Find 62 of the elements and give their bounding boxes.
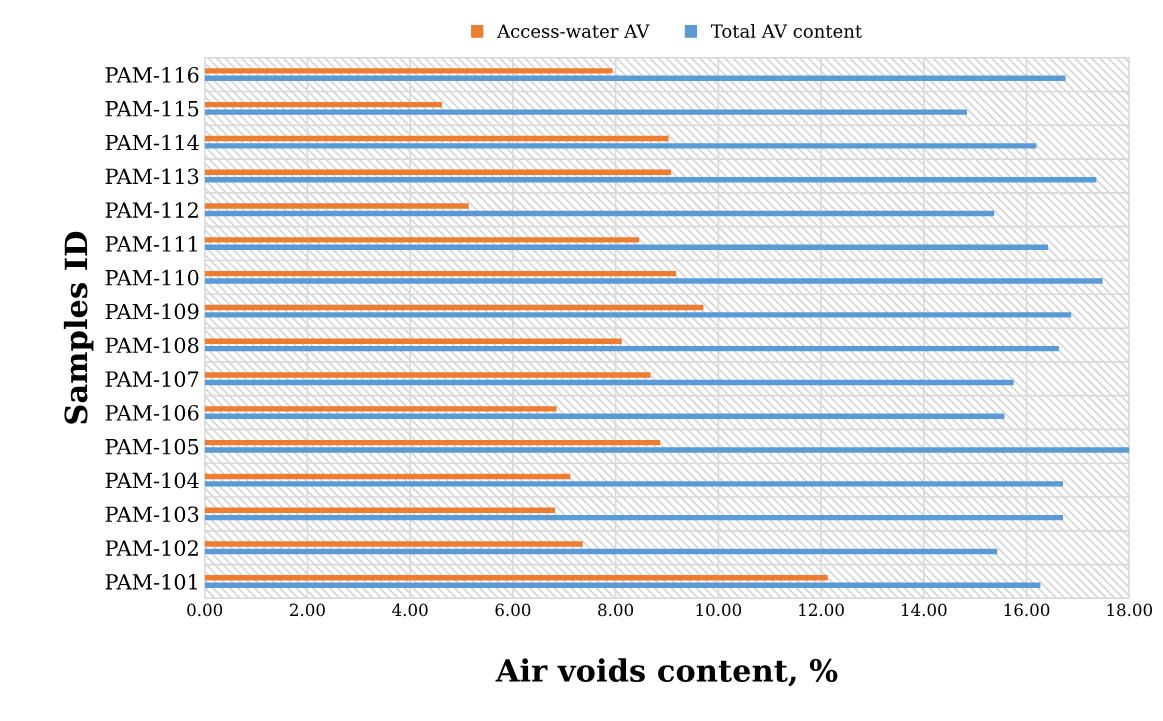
legend-label: Access-water AV	[496, 24, 650, 38]
bar	[204, 514, 1064, 521]
y-tick-label: PAM-114	[105, 134, 199, 151]
y-tick-label: PAM-115	[105, 100, 199, 117]
bar	[204, 439, 661, 446]
bar	[204, 169, 672, 175]
bar	[204, 101, 442, 108]
bar	[204, 68, 613, 74]
bar	[204, 109, 967, 115]
bar	[204, 481, 1064, 487]
y-tick-label: PAM-113	[105, 168, 199, 185]
legend-label: Total AV content	[710, 23, 863, 38]
bar	[204, 270, 677, 277]
x-tick-label: 14.00	[901, 603, 947, 617]
bar	[204, 413, 1005, 419]
x-tick-label: 2.00	[290, 603, 325, 617]
bar	[204, 473, 571, 480]
x-tick-label: 4.00	[392, 603, 428, 617]
y-tick-label: PAM-111	[105, 236, 197, 252]
bar	[204, 244, 1049, 250]
y-tick-label: PAM-110	[105, 269, 199, 286]
x-tick-label: 6.00	[495, 603, 531, 617]
bar	[204, 582, 1041, 588]
y-tick-label: PAM-101	[105, 573, 197, 590]
y-tick-label: PAM-106	[105, 405, 199, 421]
y-tick-label: PAM-102	[105, 540, 198, 556]
bar	[204, 176, 1097, 183]
y-tick-label: PAM-105	[105, 438, 199, 455]
x-axis-title: Air voids content, %	[495, 658, 838, 687]
y-tick-label: PAM-108	[105, 337, 199, 354]
y-tick-label: PAM-116	[105, 67, 199, 83]
bar	[204, 372, 651, 378]
bar	[204, 143, 1037, 149]
y-tick-label: PAM-112	[105, 202, 198, 218]
x-tick-label: 10.00	[696, 603, 742, 617]
y-tick-label: PAM-109	[105, 303, 199, 320]
bar	[204, 338, 622, 344]
bar	[204, 75, 1066, 81]
y-tick-label: PAM-104	[105, 472, 199, 489]
x-tick-label: 16.00	[1004, 603, 1050, 617]
bar	[204, 548, 998, 555]
y-tick-label: PAM-103	[105, 506, 199, 523]
bar	[204, 447, 1130, 453]
bar	[204, 203, 469, 209]
y-tick-label: PAM-107	[105, 371, 199, 387]
x-tick-label: 8.00	[598, 603, 634, 617]
bar	[204, 345, 1059, 352]
bar	[204, 278, 1103, 284]
bar	[204, 507, 555, 513]
x-tick-label: 12.00	[799, 603, 844, 617]
x-tick-label: 0.00	[187, 603, 223, 617]
bar	[204, 379, 1014, 386]
bar	[204, 135, 669, 142]
bar	[204, 541, 583, 547]
bar	[204, 304, 704, 311]
bar	[204, 237, 640, 243]
x-tick-label: 18.00	[1107, 603, 1153, 617]
y-axis-title: Samples ID	[63, 231, 94, 424]
bar	[204, 312, 1072, 318]
bar	[204, 406, 557, 412]
bar	[204, 210, 995, 217]
bar	[204, 575, 828, 581]
